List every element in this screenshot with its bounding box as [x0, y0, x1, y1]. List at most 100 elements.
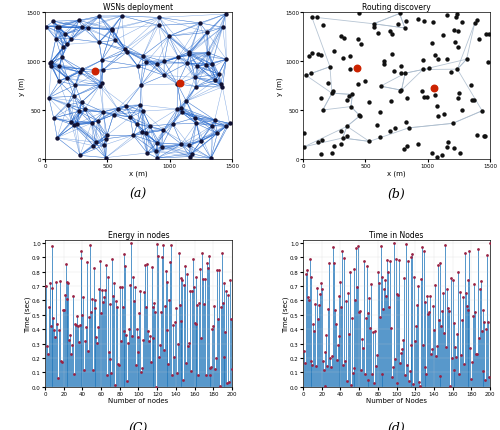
- Point: [174, 81, 182, 88]
- Point: [218, 300, 226, 307]
- Point: [480, 318, 488, 325]
- Point: [337, 128, 345, 135]
- Point: [397, 64, 405, 71]
- Point: [454, 331, 462, 338]
- Point: [358, 41, 366, 48]
- Point: [346, 66, 354, 73]
- Point: [214, 131, 222, 138]
- Point: [330, 260, 338, 267]
- Text: (a): (a): [130, 188, 147, 201]
- Point: [139, 337, 147, 344]
- Point: [44, 351, 52, 358]
- Point: [328, 150, 336, 157]
- Point: [98, 287, 106, 294]
- Point: [99, 67, 107, 74]
- Point: [213, 267, 221, 274]
- Point: [182, 98, 190, 105]
- Point: [156, 341, 164, 348]
- Point: [362, 263, 370, 270]
- Point: [360, 371, 368, 378]
- Point: [143, 150, 151, 157]
- Point: [228, 366, 236, 373]
- Point: [160, 128, 168, 135]
- Point: [307, 71, 315, 77]
- Point: [364, 310, 372, 317]
- Point: [78, 248, 86, 255]
- Point: [114, 361, 122, 368]
- Point: [94, 118, 102, 125]
- Point: [440, 111, 448, 118]
- Point: [104, 348, 112, 355]
- Point: [399, 337, 407, 344]
- Point: [402, 144, 410, 150]
- Point: [50, 327, 58, 334]
- Point: [308, 357, 316, 364]
- Point: [159, 242, 167, 249]
- Point: [190, 283, 198, 290]
- Point: [482, 376, 490, 383]
- Point: [62, 280, 70, 286]
- Point: [413, 302, 421, 309]
- Point: [454, 29, 462, 36]
- Point: [373, 352, 381, 359]
- Point: [120, 251, 128, 258]
- Point: [88, 366, 96, 373]
- Point: [142, 130, 150, 137]
- Point: [104, 274, 112, 281]
- Point: [100, 142, 108, 149]
- Point: [376, 109, 384, 116]
- Point: [60, 292, 68, 299]
- Point: [134, 121, 141, 128]
- Point: [86, 242, 94, 249]
- Point: [94, 340, 102, 347]
- Point: [122, 262, 130, 269]
- Point: [90, 143, 98, 150]
- Point: [455, 371, 463, 378]
- Point: [217, 304, 225, 311]
- Point: [187, 368, 195, 375]
- Point: [362, 315, 370, 322]
- Point: [455, 90, 463, 97]
- Point: [390, 355, 398, 362]
- Point: [42, 283, 50, 290]
- Point: [92, 139, 100, 146]
- Point: [306, 274, 314, 281]
- Point: [174, 55, 182, 61]
- Point: [181, 263, 189, 270]
- Point: [124, 340, 132, 347]
- Point: [88, 120, 96, 127]
- Point: [450, 27, 458, 34]
- Point: [182, 359, 190, 366]
- Point: [338, 34, 345, 40]
- Point: [440, 290, 448, 297]
- Point: [102, 136, 110, 143]
- Point: [442, 344, 450, 350]
- Point: [148, 264, 156, 271]
- Point: [178, 105, 186, 112]
- Point: [224, 292, 232, 299]
- Point: [94, 324, 102, 331]
- Point: [186, 142, 194, 149]
- Point: [352, 245, 360, 252]
- Point: [446, 275, 454, 282]
- Point: [42, 24, 50, 31]
- Point: [350, 365, 358, 372]
- X-axis label: x (m): x (m): [387, 170, 406, 177]
- Point: [73, 121, 81, 128]
- Point: [90, 265, 98, 272]
- Point: [462, 57, 470, 64]
- Point: [320, 349, 328, 356]
- Point: [368, 281, 376, 288]
- Point: [308, 50, 316, 57]
- Point: [419, 67, 427, 74]
- Point: [400, 146, 408, 153]
- Point: [188, 256, 196, 263]
- Point: [46, 280, 54, 287]
- Point: [322, 382, 330, 389]
- Point: [180, 377, 188, 384]
- Point: [46, 322, 54, 329]
- Point: [62, 42, 70, 49]
- Point: [154, 155, 162, 162]
- Point: [450, 367, 458, 374]
- Point: [66, 332, 74, 338]
